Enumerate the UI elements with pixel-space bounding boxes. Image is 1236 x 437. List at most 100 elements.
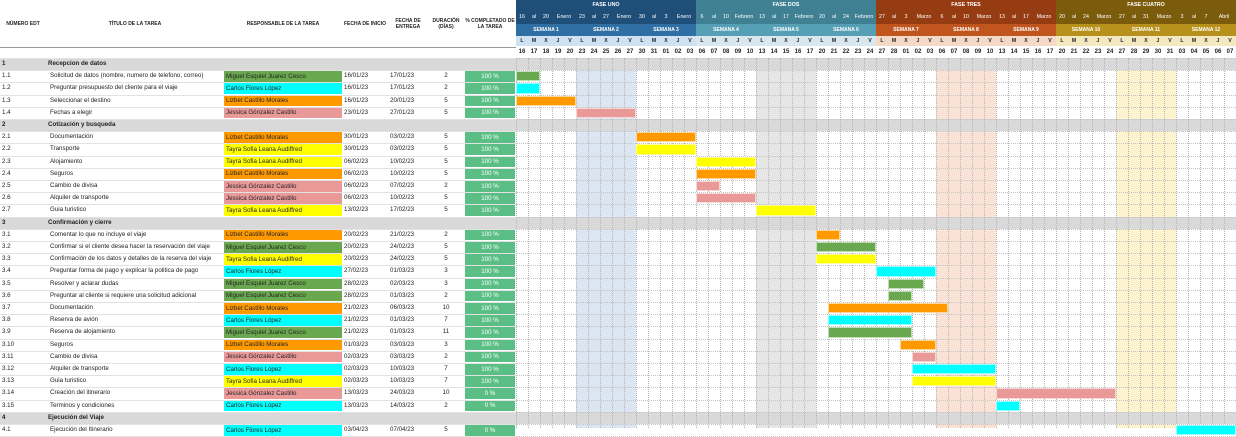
task-duration: 7 <box>444 377 448 385</box>
gantt-bar[interactable] <box>876 266 936 277</box>
day-number: 22 <box>1082 49 1090 55</box>
task-end-date: 17/01/23 <box>390 84 415 92</box>
gantt-bar[interactable] <box>816 229 840 240</box>
task-owner: Jessica Gónzalez Castillo <box>224 180 342 192</box>
gantt-bar[interactable] <box>888 278 924 289</box>
task-duration: 2 <box>444 401 448 409</box>
section-title: Ejecución del Viaje <box>46 411 516 424</box>
task-owner: Lizbet Castillo Morales <box>224 339 342 351</box>
task-number: 3.8 <box>2 316 11 324</box>
task-number: 3.6 <box>2 291 11 299</box>
grid-line <box>516 302 1236 303</box>
grid-line <box>516 387 1236 389</box>
day-letter: L <box>576 36 588 46</box>
week-label: SEMANA 1 <box>516 24 577 36</box>
gantt-bar[interactable] <box>912 376 996 387</box>
grid-line <box>516 216 1236 218</box>
day-number: 03 <box>1178 49 1186 55</box>
task-title: Preguntar forma de pago y explicar la po… <box>50 267 199 275</box>
gantt-bar[interactable] <box>636 132 696 143</box>
task-percent-complete: 100 % <box>465 131 515 143</box>
task-duration: 3 <box>444 340 448 348</box>
gantt-bar[interactable] <box>576 107 636 118</box>
task-owner: Miguel Esquiel Juarez Cesco <box>224 278 342 290</box>
gantt-bar[interactable] <box>696 193 756 204</box>
task-duration: 10 <box>442 389 450 397</box>
gantt-bar[interactable] <box>756 205 816 216</box>
task-start-date: 03/04/23 <box>344 426 369 433</box>
gantt-bar[interactable] <box>516 71 540 82</box>
grid-line <box>1176 58 1177 428</box>
day-number: 28 <box>890 49 898 55</box>
task-end-date: 10/03/23 <box>390 365 415 372</box>
day-number: 23 <box>854 49 862 55</box>
gantt-bar[interactable] <box>636 144 696 155</box>
day-letter: J <box>852 36 864 46</box>
row-separator <box>0 58 516 59</box>
task-title: Cambio de divisa <box>50 352 98 360</box>
gantt-bar[interactable] <box>828 327 912 338</box>
grid-line <box>516 143 1236 145</box>
gantt-bar[interactable] <box>696 156 756 167</box>
gantt-bar[interactable] <box>516 83 540 94</box>
day-letter: X <box>660 36 672 46</box>
gantt-bar[interactable] <box>816 254 876 265</box>
gantt-bar[interactable] <box>996 388 1116 399</box>
grid-line <box>912 58 913 428</box>
row-separator <box>0 155 516 157</box>
row-separator <box>0 350 516 352</box>
day-letter: L <box>756 36 768 46</box>
grid-line <box>564 58 565 428</box>
week-label: SEMANA 10 <box>1056 24 1117 36</box>
gantt-bar[interactable] <box>696 181 720 192</box>
grid-line <box>1068 58 1069 428</box>
day-letter: M <box>1008 36 1020 46</box>
row-separator <box>0 399 516 401</box>
day-number: 14 <box>1010 49 1018 55</box>
task-start-date: 13/03/23 <box>344 401 369 409</box>
grid-line <box>744 58 745 428</box>
task-number: 1.4 <box>2 108 11 116</box>
row-separator <box>0 180 516 181</box>
grid-line <box>1056 58 1057 428</box>
task-title: Transporte <box>50 145 80 153</box>
gantt-bar[interactable] <box>828 303 948 314</box>
task-title: Preguntar al cliente si requiere una sol… <box>50 291 197 299</box>
grid-line <box>516 265 1236 267</box>
gantt-bar[interactable] <box>912 351 936 362</box>
gantt-bar[interactable] <box>816 242 876 253</box>
task-percent-complete: 0 % <box>465 400 515 412</box>
day-number: 16 <box>518 49 526 55</box>
gantt-bar[interactable] <box>516 95 576 106</box>
gantt-bar[interactable] <box>1176 425 1236 436</box>
task-number: 1.1 <box>2 72 11 80</box>
week-label: SEMANA 3 <box>636 24 697 36</box>
task-number: 3.11 <box>2 352 14 360</box>
phase-header: FASE DOS <box>696 0 877 11</box>
grid-line <box>876 58 877 428</box>
day-number: 18 <box>542 49 550 55</box>
task-owner: Miguel Esquiel Juarez Cesco <box>224 241 342 253</box>
gantt-bar[interactable] <box>888 290 912 301</box>
grid-line <box>516 338 1236 340</box>
gantt-bar[interactable] <box>912 364 996 375</box>
row-separator <box>0 94 516 96</box>
day-number: 06 <box>938 49 946 55</box>
day-letter: M <box>1128 36 1140 46</box>
grid-line <box>516 350 1236 352</box>
row-separator <box>0 131 516 133</box>
day-number: 01 <box>902 49 910 55</box>
gantt-bar[interactable] <box>696 168 756 179</box>
day-number: 17 <box>806 49 814 55</box>
gantt-bar[interactable] <box>996 400 1020 411</box>
task-owner: Carlos Flores López <box>224 424 342 436</box>
grid-line <box>516 119 1236 120</box>
task-title: Seguros <box>50 340 74 348</box>
day-number: 25 <box>602 49 610 55</box>
week-date-label: Marzo <box>972 11 997 24</box>
grid-line <box>684 58 685 428</box>
week-date-label: Enero <box>672 11 697 24</box>
gantt-bar[interactable] <box>900 339 936 350</box>
gantt-bar[interactable] <box>828 315 912 326</box>
